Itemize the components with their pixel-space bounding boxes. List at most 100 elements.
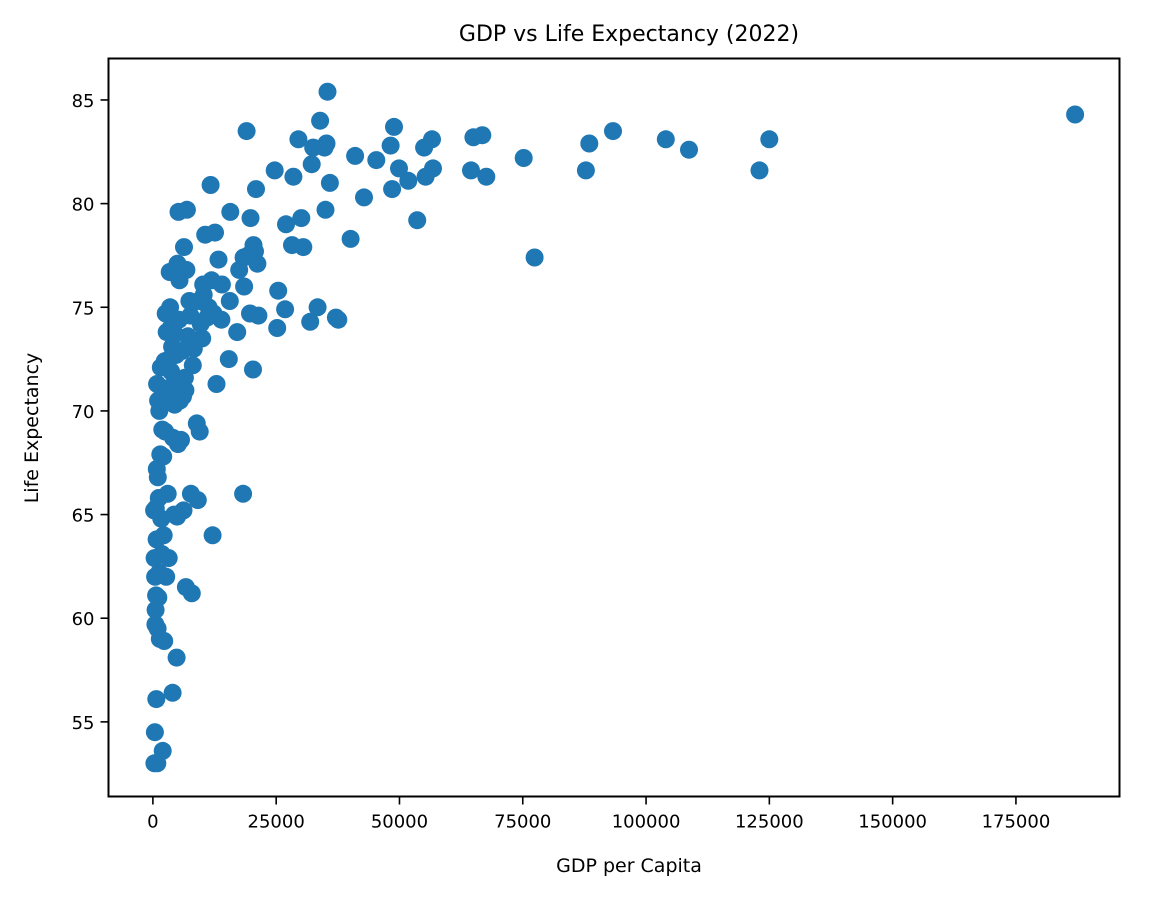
x-tick-label: 175000 bbox=[982, 812, 1051, 833]
data-point bbox=[576, 161, 595, 180]
data-point bbox=[230, 260, 249, 279]
data-point bbox=[244, 360, 262, 379]
data-point bbox=[580, 134, 599, 153]
data-point bbox=[289, 130, 308, 149]
data-point bbox=[151, 358, 170, 377]
data-point bbox=[147, 690, 166, 709]
data-point bbox=[304, 138, 323, 157]
data-point bbox=[175, 238, 193, 257]
y-tick-label: 80 bbox=[72, 195, 95, 216]
data-point bbox=[169, 202, 188, 221]
data-point bbox=[477, 167, 496, 186]
data-point bbox=[277, 215, 295, 234]
data-point bbox=[176, 578, 195, 597]
data-point bbox=[237, 122, 256, 141]
data-point bbox=[680, 140, 698, 159]
data-point bbox=[145, 723, 164, 742]
data-point bbox=[416, 167, 435, 186]
data-point bbox=[750, 161, 769, 180]
data-point bbox=[203, 526, 222, 545]
data-point bbox=[220, 292, 239, 310]
y-tick-label: 70 bbox=[72, 402, 95, 423]
data-point bbox=[656, 130, 675, 149]
x-tick-label: 75000 bbox=[494, 812, 551, 833]
data-point bbox=[207, 375, 226, 393]
data-point bbox=[283, 236, 301, 255]
data-point bbox=[209, 250, 228, 269]
data-point bbox=[462, 161, 480, 180]
plot-area-frame bbox=[107, 57, 1121, 798]
data-point bbox=[148, 375, 167, 393]
data-point bbox=[145, 501, 164, 520]
data-point bbox=[153, 420, 172, 439]
data-point bbox=[346, 146, 365, 165]
x-tick-label: 25000 bbox=[248, 812, 305, 833]
data-point bbox=[194, 275, 213, 294]
data-point bbox=[385, 117, 403, 136]
data-point bbox=[284, 167, 303, 186]
data-point bbox=[219, 350, 238, 369]
data-point bbox=[221, 202, 240, 221]
data-point bbox=[326, 308, 345, 327]
data-point bbox=[276, 300, 295, 319]
data-point bbox=[514, 149, 533, 167]
data-point bbox=[415, 138, 434, 157]
data-point bbox=[604, 122, 622, 141]
data-point bbox=[265, 161, 284, 180]
data-point bbox=[235, 277, 254, 296]
y-axis-label: Life Expectancy bbox=[21, 353, 43, 504]
data-point bbox=[292, 209, 311, 228]
data-point bbox=[311, 111, 330, 130]
x-tick-label: 150000 bbox=[858, 812, 927, 833]
data-point bbox=[196, 225, 215, 244]
data-point bbox=[247, 180, 265, 199]
data-point bbox=[187, 414, 206, 433]
data-point bbox=[308, 298, 327, 317]
data-point bbox=[163, 683, 182, 702]
data-point bbox=[760, 130, 779, 149]
data-point bbox=[157, 323, 176, 342]
data-point bbox=[268, 319, 287, 337]
data-point bbox=[318, 82, 337, 101]
y-tick-label: 75 bbox=[72, 298, 95, 319]
data-point bbox=[301, 312, 320, 331]
x-tick-label: 50000 bbox=[371, 812, 428, 833]
data-point bbox=[320, 173, 339, 192]
data-point bbox=[147, 586, 166, 605]
x-tick-label: 125000 bbox=[735, 812, 804, 833]
data-point bbox=[269, 281, 288, 300]
y-axis: 55 60 65 70 75 80 85 bbox=[72, 91, 109, 734]
data-point bbox=[145, 549, 164, 568]
data-point bbox=[228, 323, 247, 342]
data-point bbox=[160, 263, 179, 281]
x-axis-label: GDP per Capita bbox=[556, 855, 702, 877]
data-point bbox=[234, 484, 253, 503]
chart-title: GDP vs Life Expectancy (2022) bbox=[459, 22, 799, 47]
data-point bbox=[181, 484, 200, 503]
data-point bbox=[147, 460, 166, 478]
data-point bbox=[316, 200, 335, 219]
data-point bbox=[399, 171, 418, 190]
data-point bbox=[408, 211, 427, 230]
data-point bbox=[147, 530, 166, 549]
y-tick-label: 85 bbox=[72, 91, 95, 112]
data-point bbox=[167, 648, 186, 667]
x-tick-label: 100000 bbox=[612, 812, 681, 833]
data-point bbox=[151, 445, 170, 464]
data-point bbox=[146, 600, 165, 619]
data-point bbox=[180, 292, 199, 310]
data-point bbox=[241, 209, 260, 228]
data-point bbox=[383, 180, 402, 199]
data-point bbox=[241, 304, 259, 323]
y-tick-label: 60 bbox=[72, 609, 95, 630]
data-point bbox=[381, 136, 400, 155]
data-point bbox=[525, 248, 544, 267]
y-tick-label: 65 bbox=[72, 506, 95, 527]
data-point bbox=[201, 176, 220, 194]
data-point bbox=[302, 155, 321, 174]
data-point bbox=[390, 159, 408, 178]
data-point bbox=[145, 754, 164, 773]
data-point bbox=[146, 567, 165, 586]
data-point bbox=[156, 304, 175, 323]
data-point bbox=[149, 391, 168, 410]
